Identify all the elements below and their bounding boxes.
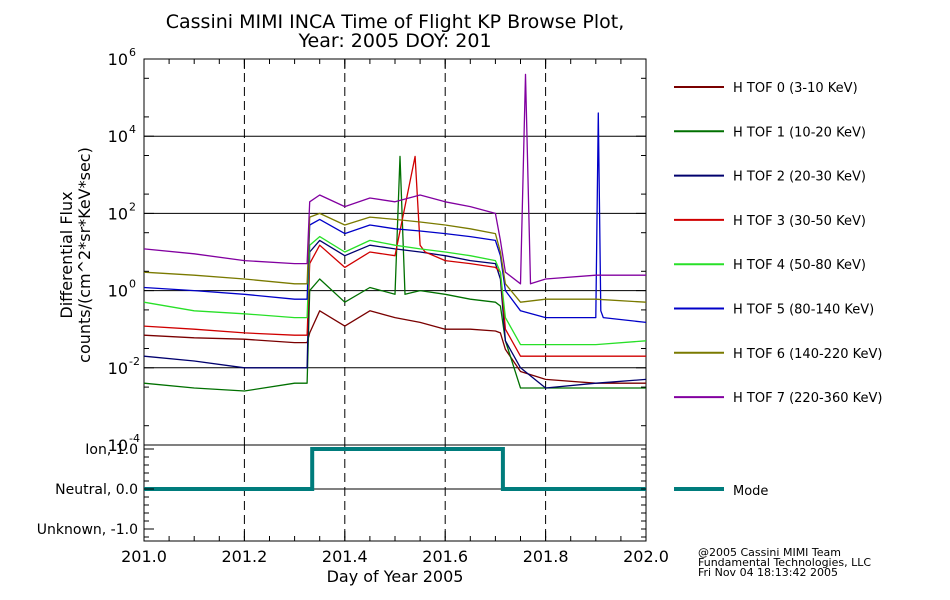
chart-title: Cassini MIMI INCA Time of Flight KP Brow… bbox=[166, 11, 625, 33]
x-axis-label: Day of Year 2005 bbox=[327, 567, 464, 586]
legend-label-tof-2: H TOF 2 (20-30 KeV) bbox=[733, 170, 866, 185]
credit-line-3: Fri Nov 04 18:13:42 2005 bbox=[698, 566, 838, 579]
credit-line-1: @2005 Cassini MIMI Team bbox=[698, 546, 841, 559]
y-tick-label: 10 bbox=[108, 436, 128, 455]
series-line-mode bbox=[144, 447, 646, 491]
x-tick-label: 201.4 bbox=[322, 547, 368, 566]
y-tick-exponent: -2 bbox=[129, 355, 140, 368]
legend-label-tof-5: H TOF 5 (80-140 KeV) bbox=[733, 303, 874, 318]
y-tick-label: 10 bbox=[108, 282, 128, 301]
x-tick-label: 201.6 bbox=[422, 547, 468, 566]
series-line-tof-7 bbox=[143, 73, 646, 285]
grid-layer bbox=[144, 59, 646, 541]
series-layer bbox=[143, 73, 647, 491]
mode-y-tick-label: Neutral, 0.0 bbox=[55, 482, 138, 498]
x-tick-label: 201.2 bbox=[221, 547, 267, 566]
chart-subtitle: Year: 2005 DOY: 201 bbox=[297, 30, 491, 52]
y-tick-exponent: 2 bbox=[129, 200, 136, 213]
series-line-tof-4 bbox=[143, 235, 647, 346]
y-tick-label: 10 bbox=[108, 359, 128, 378]
y-axis-label-line1: Differential Flux bbox=[57, 191, 76, 318]
legend-label-tof-3: H TOF 3 (30-50 KeV) bbox=[733, 214, 866, 229]
mode-y-tick-label: Unknown, -1.0 bbox=[37, 522, 138, 538]
flux-plot-frame bbox=[143, 58, 647, 446]
legend-label-tof-1: H TOF 1 (10-20 KeV) bbox=[733, 125, 866, 140]
legend-label-tof-4: H TOF 4 (50-80 KeV) bbox=[733, 258, 866, 273]
series-line-tof-1 bbox=[143, 155, 646, 392]
y-tick-exponent: 4 bbox=[129, 123, 136, 136]
legend-label-tof-6: H TOF 6 (140-220 KeV) bbox=[733, 347, 882, 362]
y-tick-exponent: 6 bbox=[129, 46, 136, 59]
credit-line-2: Fundamental Technologies, LLC bbox=[698, 556, 871, 569]
y-tick-label: 10 bbox=[108, 50, 128, 69]
mode-y-tick-label: Ion, 1.0 bbox=[85, 442, 138, 458]
y-tick-label: 10 bbox=[108, 204, 128, 223]
series-line-tof-5 bbox=[143, 112, 647, 324]
x-tick-label: 201.0 bbox=[121, 547, 167, 566]
legend-label-mode: Mode bbox=[733, 484, 768, 499]
y-tick-label: 10 bbox=[108, 127, 128, 146]
y-axis-label-line2: counts/(cm^2*sr*KeV*sec) bbox=[75, 147, 94, 363]
series-line-tof-3 bbox=[143, 155, 646, 357]
mode-plot-frame bbox=[143, 444, 647, 542]
legend-layer: H TOF 0 (3-10 KeV) H TOF 1 (10-20 KeV) H T… bbox=[674, 81, 882, 499]
x-tick-label: 202.0 bbox=[623, 547, 669, 566]
legend-label-tof-7: H TOF 7 (220-360 KeV) bbox=[733, 391, 882, 406]
series-line-tof-0 bbox=[143, 310, 646, 384]
y-tick-exponent: -4 bbox=[129, 432, 140, 445]
legend-label-tof-0: H TOF 0 (3-10 KeV) bbox=[733, 81, 858, 96]
series-line-tof-2 bbox=[143, 239, 647, 389]
series-line-tof-6 bbox=[143, 212, 647, 303]
x-tick-label: 201.8 bbox=[523, 547, 569, 566]
y-tick-exponent: 0 bbox=[129, 278, 136, 291]
